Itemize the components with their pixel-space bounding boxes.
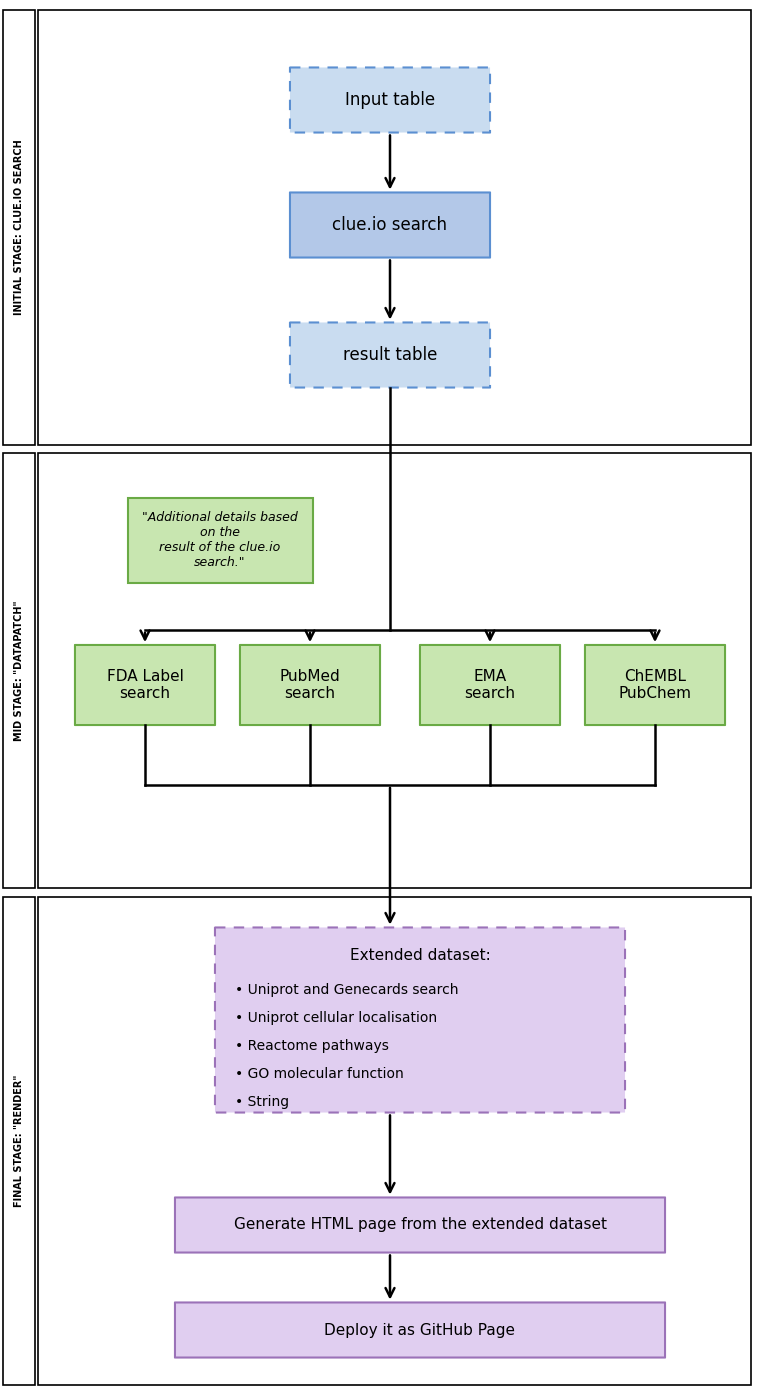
- Bar: [3, 896, 35, 1385]
- Text: ChEMBL
PubChem: ChEMBL PubChem: [619, 668, 691, 702]
- Text: • Uniprot cellular localisation: • Uniprot cellular localisation: [235, 1011, 437, 1025]
- FancyBboxPatch shape: [175, 1197, 665, 1253]
- Text: clue.io search: clue.io search: [332, 216, 447, 234]
- Text: FINAL STAGE: "RENDER": FINAL STAGE: "RENDER": [14, 1075, 24, 1207]
- Bar: [3, 10, 35, 445]
- Text: Generate HTML page from the extended dataset: Generate HTML page from the extended dat…: [233, 1218, 607, 1232]
- Bar: [3, 452, 35, 888]
- FancyBboxPatch shape: [290, 323, 490, 387]
- FancyBboxPatch shape: [215, 927, 625, 1112]
- FancyBboxPatch shape: [127, 497, 312, 582]
- Bar: [38, 452, 751, 888]
- Text: • String: • String: [235, 1096, 289, 1109]
- FancyBboxPatch shape: [175, 1303, 665, 1357]
- Text: FDA Label
search: FDA Label search: [107, 668, 184, 702]
- FancyBboxPatch shape: [240, 644, 380, 725]
- FancyBboxPatch shape: [420, 644, 560, 725]
- Text: Extended dataset:: Extended dataset:: [350, 948, 491, 962]
- Text: Deploy it as GitHub Page: Deploy it as GitHub Page: [325, 1322, 516, 1338]
- Text: Input table: Input table: [345, 90, 435, 109]
- Text: PubMed
search: PubMed search: [280, 668, 341, 702]
- Text: MID STAGE: "DATAPATCH": MID STAGE: "DATAPATCH": [14, 600, 24, 741]
- Text: result table: result table: [343, 347, 437, 363]
- Text: • GO molecular function: • GO molecular function: [235, 1068, 404, 1082]
- FancyBboxPatch shape: [585, 644, 725, 725]
- Text: EMA
search: EMA search: [465, 668, 516, 702]
- Text: INITIAL STAGE: CLUE.IO SEARCH: INITIAL STAGE: CLUE.IO SEARCH: [14, 139, 24, 316]
- Text: • Reactome pathways: • Reactome pathways: [235, 1038, 389, 1052]
- Bar: [38, 896, 751, 1385]
- FancyBboxPatch shape: [290, 67, 490, 132]
- FancyBboxPatch shape: [290, 192, 490, 258]
- Bar: [38, 10, 751, 445]
- FancyBboxPatch shape: [75, 644, 215, 725]
- Text: "Additional details based
on the
result of the clue.io
search.": "Additional details based on the result …: [142, 511, 298, 569]
- Text: • Uniprot and Genecards search: • Uniprot and Genecards search: [235, 983, 459, 997]
